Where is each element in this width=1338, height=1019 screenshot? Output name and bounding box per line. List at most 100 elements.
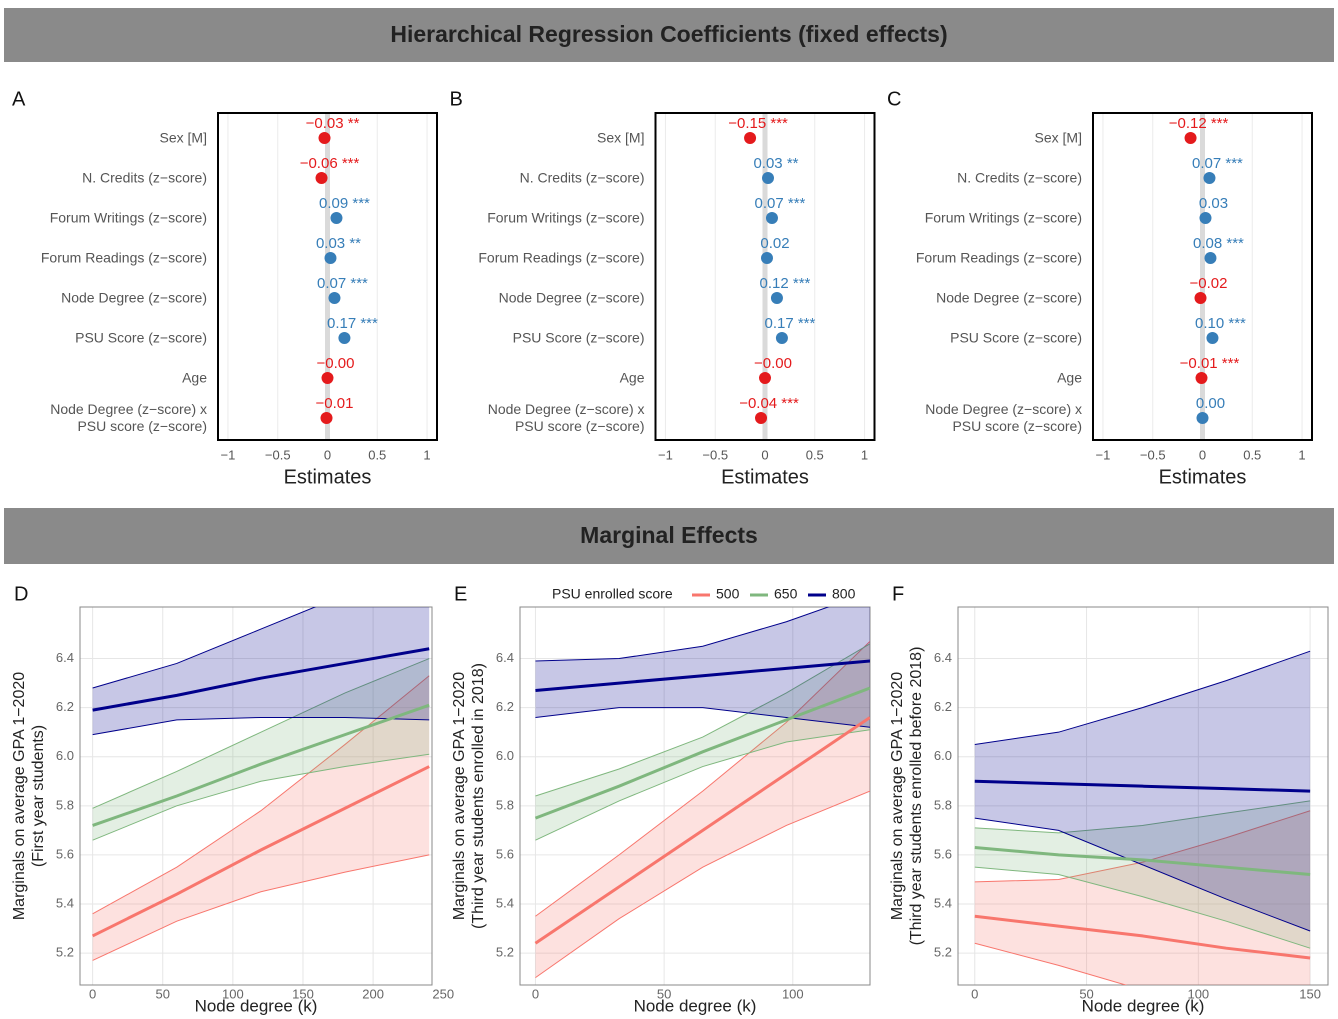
point (770, 292, 783, 304)
x-tick-label: −0.5 (702, 447, 728, 462)
value-label: −0.15 *** (728, 115, 788, 132)
y-tick-label: Node Degree (z−score) x PSU score (z−sco… (925, 401, 1082, 434)
y-tick-label: N. Credits (z−score) (82, 169, 207, 186)
point (755, 412, 768, 424)
y-tick-label: Age (182, 369, 207, 386)
band-lower (974, 942, 1128, 985)
point (330, 212, 343, 224)
band-upper (535, 641, 870, 917)
legend-title: PSU enrolled score (552, 586, 673, 602)
y-tick-label: 5.6 (496, 846, 514, 861)
point (1195, 372, 1208, 384)
x-tick-label: 0 (1199, 447, 1206, 462)
panel-label: C (887, 88, 901, 110)
point (1196, 412, 1209, 424)
confidence-band (974, 800, 1311, 949)
point (1204, 252, 1217, 264)
y-tick-label: 5.6 (934, 846, 952, 861)
band-upper (92, 658, 430, 809)
x-tick-label: 100 (1187, 986, 1209, 1001)
line (535, 659, 870, 692)
y-tick-label: PSU Score (z−score) (950, 329, 1082, 346)
x-tick-label: 250 (432, 986, 454, 1001)
confidence-band (535, 641, 870, 978)
y-tick-label: 5.8 (56, 797, 74, 812)
plot-frame (1092, 112, 1313, 441)
y-tick-label: 5.6 (56, 846, 74, 861)
value-label: 0.03 (1199, 195, 1228, 212)
point (1194, 292, 1207, 304)
y-axis-title: (Third year students enrolled in 2018) (470, 663, 487, 929)
x-tick-label: 150 (292, 986, 314, 1001)
y-tick-label: Node Degree (z−score) (498, 289, 645, 306)
x-tick-label: 0 (324, 447, 331, 462)
line (974, 779, 1311, 793)
y-tick-label: 5.4 (496, 895, 514, 910)
y-tick-label: Age (1057, 369, 1082, 386)
confidence-band (535, 607, 870, 728)
x-tick-label: −0.5 (265, 447, 291, 462)
banner (4, 508, 1334, 564)
x-tick-label: 50 (657, 986, 671, 1001)
legend-label: 800 (832, 586, 856, 602)
x-tick-label: 0 (761, 447, 768, 462)
y-tick-label: 5.8 (496, 797, 514, 812)
plot-area (91, 607, 430, 961)
x-axis-title: Node degree (k) (634, 996, 757, 1015)
x-axis-title: Node degree (k) (1082, 996, 1205, 1015)
x-tick-label: 0 (532, 986, 539, 1001)
value-label: 0.00 (1196, 395, 1225, 412)
y-tick-label: Age (619, 369, 645, 386)
banner (4, 8, 1334, 62)
value-label: −0.03 ** (306, 115, 360, 132)
x-tick-label: 150 (1299, 986, 1321, 1001)
x-tick-label: 0.5 (368, 447, 386, 462)
y-axis-title: (Third year students enrolled before 201… (908, 647, 925, 946)
value-label: 0.17 *** (327, 315, 378, 332)
band-upper (535, 643, 870, 797)
y-tick-label: Node Degree (z−score) x PSU score (z−sco… (50, 401, 207, 434)
value-label: 0.12 *** (760, 275, 811, 292)
band-upper (974, 650, 1311, 745)
point (320, 412, 333, 424)
x-axis-title: Node degree (k) (195, 996, 318, 1015)
band-lower (535, 707, 870, 728)
point (315, 172, 328, 184)
confidence-band (92, 607, 430, 735)
y-tick-label: Forum Readings (z−score) (40, 249, 207, 266)
x-tick-label: 1 (861, 447, 868, 462)
point (744, 132, 757, 144)
value-label: 0.07 *** (1192, 155, 1243, 172)
plot-frame (519, 606, 871, 986)
y-tick-label: PSU Score (z−score) (512, 329, 645, 346)
value-label: 0.03 ** (753, 155, 798, 172)
y-tick-label: 6.0 (496, 748, 514, 763)
panel-label: F (892, 583, 904, 605)
y-tick-label: 6.0 (934, 748, 952, 763)
y-tick-label: Sex [M] (597, 129, 645, 146)
x-tick-label: 1 (1298, 447, 1305, 462)
value-label: 0.07 *** (317, 275, 368, 292)
band-lower (92, 753, 430, 841)
y-tick-label: 5.2 (496, 945, 514, 960)
point (1203, 172, 1216, 184)
y-axis-title: Marginals on average GPA 1−2020 (11, 672, 28, 920)
y-tick-label: 6.2 (934, 699, 952, 714)
y-tick-label: Sex [M] (159, 129, 207, 146)
line (91, 765, 430, 938)
y-tick-label: 6.4 (56, 650, 74, 665)
y-tick-label: 6.4 (934, 650, 952, 665)
x-tick-label: −1 (1096, 447, 1111, 462)
y-tick-label: 5.4 (934, 895, 952, 910)
section-title: Marginal Effects (580, 522, 758, 548)
x-axis-title: Estimates (1159, 466, 1247, 488)
plot-frame (654, 112, 876, 441)
y-tick-label: 5.4 (56, 895, 74, 910)
y-tick-label: 6.0 (56, 748, 74, 763)
value-label: 0.03 ** (316, 235, 361, 252)
plot-frame (217, 112, 438, 441)
legend-label: 650 (774, 586, 798, 602)
band-lower (535, 729, 870, 841)
